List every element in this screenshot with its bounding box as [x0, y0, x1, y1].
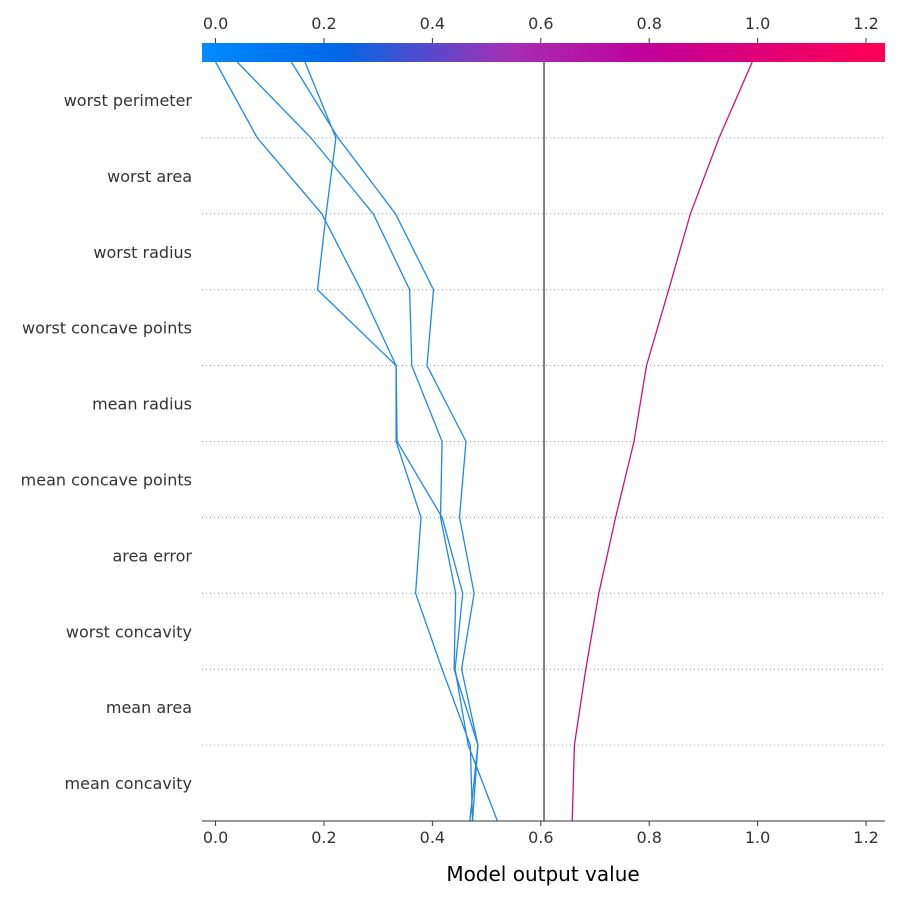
bottom-axis: 0.0 0.2 0.4 0.6 0.8 1.0 1.2 — [203, 821, 879, 847]
decision-line — [571, 61, 753, 822]
feature-label: mean area — [106, 698, 192, 717]
feature-labels: worst perimeter worst area worst radius wor… — [21, 91, 193, 793]
feature-label: area error — [113, 546, 193, 565]
top-tick-label: 0.6 — [528, 14, 553, 33]
bottom-tick-label: 1.2 — [853, 828, 878, 847]
top-tick-label: 0.2 — [311, 14, 336, 33]
feature-label: mean concave points — [21, 470, 192, 489]
bottom-tick-label: 0.2 — [311, 828, 336, 847]
bottom-tick-label: 0.4 — [420, 828, 445, 847]
decision-line — [215, 61, 499, 822]
decision-line — [304, 61, 474, 822]
top-tick-label: 0.0 — [203, 14, 228, 33]
decision-line — [290, 61, 479, 822]
decision-line — [236, 61, 479, 822]
feature-label: worst area — [107, 167, 192, 186]
x-axis-title: Model output value — [446, 862, 639, 886]
feature-label: mean concavity — [65, 774, 192, 793]
feature-label: worst concavity — [66, 622, 192, 641]
feature-label: worst radius — [93, 243, 192, 262]
feature-label: mean radius — [92, 395, 192, 414]
top-tick-label: 1.0 — [745, 14, 770, 33]
bottom-tick-label: 0.0 — [203, 828, 228, 847]
feature-label: worst perimeter — [64, 91, 193, 110]
top-tick-label: 0.4 — [420, 14, 445, 33]
decision-lines — [215, 61, 753, 822]
top-axis: 0.0 0.2 0.4 0.6 0.8 1.0 1.2 — [203, 14, 879, 43]
feature-label: worst concave points — [22, 319, 192, 338]
colorbar — [202, 43, 885, 62]
bottom-tick-label: 0.6 — [528, 828, 553, 847]
bottom-tick-label: 1.0 — [745, 828, 770, 847]
top-tick-label: 0.8 — [636, 14, 661, 33]
top-tick-label: 1.2 — [853, 14, 878, 33]
bottom-tick-label: 0.8 — [636, 828, 661, 847]
